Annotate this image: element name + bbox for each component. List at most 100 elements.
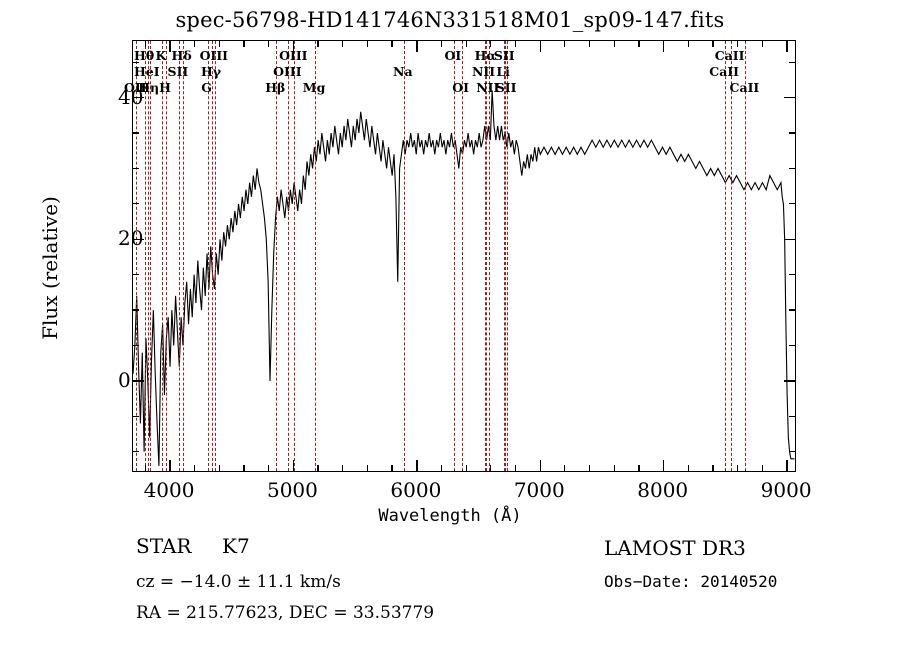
- spectral-line-marker: [461, 41, 463, 471]
- x-tick: [737, 465, 739, 471]
- x-tick: [712, 41, 714, 47]
- spectral-line-marker: [403, 41, 405, 471]
- spectral-line-marker: [178, 41, 180, 471]
- spectral-line-label: Hα: [474, 48, 497, 63]
- spectrum-curve: [133, 90, 795, 466]
- spectral-line-marker: [136, 41, 138, 471]
- spectral-line-marker: [505, 41, 507, 471]
- spectral-line-marker: [725, 41, 727, 471]
- spectral-line-label: SII: [167, 64, 189, 79]
- y-tick: [789, 451, 795, 453]
- x-tick: [761, 465, 763, 471]
- x-tick-label: 7000: [513, 478, 565, 502]
- x-tick: [218, 465, 220, 471]
- spectral-line-marker: [484, 41, 486, 471]
- y-tick-label: 0: [118, 367, 131, 392]
- x-tick: [317, 41, 319, 47]
- x-tick: [391, 465, 393, 471]
- spectral-line-label: Hδ: [171, 48, 192, 63]
- x-tick-label: 4000: [143, 478, 195, 502]
- y-tick: [789, 344, 795, 346]
- y-tick: [133, 451, 139, 453]
- y-tick: [133, 238, 144, 240]
- spectral-line-marker: [315, 41, 317, 471]
- spectral-line-marker: [147, 41, 149, 471]
- y-tick: [789, 61, 795, 63]
- x-tick: [490, 41, 492, 47]
- spectral-line-label: CaII: [709, 64, 740, 79]
- x-tick: [564, 465, 566, 471]
- x-tick: [342, 41, 344, 47]
- y-tick: [133, 344, 139, 346]
- x-tick: [342, 465, 344, 471]
- x-tick: [465, 465, 467, 471]
- x-tick: [144, 41, 146, 47]
- spectral-line-marker: [166, 41, 168, 471]
- y-tick: [133, 274, 139, 276]
- spectral-line-marker: [486, 41, 488, 471]
- spectral-line-marker: [453, 41, 455, 471]
- spectral-line-marker: [182, 41, 184, 471]
- spectral-line-label: G: [201, 80, 212, 95]
- spectral-class-label: K7: [222, 534, 250, 558]
- y-tick: [133, 167, 139, 169]
- plot-clip: [133, 41, 795, 471]
- x-tick: [416, 41, 418, 52]
- x-tick: [737, 41, 739, 47]
- survey-label: LAMOST DR3: [604, 536, 746, 560]
- spectral-line-label: Na: [393, 64, 413, 79]
- x-axis-title: Wavelength (Å): [378, 506, 522, 526]
- spectral-line-marker: [507, 41, 509, 471]
- spectral-line-label: Li: [496, 64, 510, 79]
- y-tick: [133, 61, 139, 63]
- x-tick: [761, 41, 763, 47]
- x-tick: [243, 465, 245, 471]
- spectral-line-marker: [288, 41, 290, 471]
- x-tick: [786, 460, 788, 471]
- spectral-line-marker: [145, 41, 147, 471]
- spectral-line-marker: [294, 41, 296, 471]
- x-tick: [687, 465, 689, 471]
- y-tick: [133, 132, 139, 134]
- spectral-line-label: Hθ: [134, 48, 155, 63]
- x-tick: [169, 460, 171, 471]
- x-tick: [243, 41, 245, 47]
- spectral-line-label: OII: [124, 80, 147, 95]
- x-tick: [539, 460, 541, 471]
- spectral-line-label: SII: [493, 48, 515, 63]
- x-tick-label: 5000: [266, 478, 318, 502]
- y-tick: [789, 203, 795, 205]
- y-tick: [133, 415, 139, 417]
- spectral-line-label: Mg: [302, 80, 326, 95]
- spectral-line-label: CaII: [714, 48, 745, 63]
- x-tick-label: 6000: [390, 478, 442, 502]
- spectral-line-marker: [149, 41, 151, 471]
- obs-date-label: Obs−Date: 20140520: [604, 572, 778, 591]
- y-tick-label: 40: [118, 84, 144, 109]
- y-tick: [784, 238, 795, 240]
- x-tick: [366, 465, 368, 471]
- y-tick: [789, 274, 795, 276]
- x-tick: [292, 460, 295, 471]
- x-tick: [440, 465, 443, 471]
- page-title: spec-56798-HD141746N331518M01_sp09-147.f…: [175, 8, 725, 32]
- spectral-line-label: OI: [452, 80, 470, 95]
- x-tick-label: 9000: [760, 478, 812, 502]
- object-type-label: STAR: [136, 534, 192, 558]
- spectral-line-marker: [504, 41, 506, 471]
- spectral-line-marker: [211, 41, 213, 471]
- y-tick: [789, 167, 795, 169]
- y-axis-title: Flux (relative): [38, 196, 62, 340]
- x-tick: [514, 41, 517, 47]
- spectral-line-label: NII: [476, 80, 500, 95]
- x-tick: [490, 465, 492, 471]
- x-tick: [416, 460, 418, 471]
- y-tick: [133, 203, 139, 205]
- x-tick: [687, 41, 689, 47]
- x-tick: [712, 465, 714, 471]
- spectral-line-marker: [207, 41, 209, 471]
- x-tick: [588, 41, 591, 47]
- spectral-line-label: K: [155, 48, 167, 63]
- x-tick: [539, 41, 541, 52]
- x-tick: [169, 41, 171, 52]
